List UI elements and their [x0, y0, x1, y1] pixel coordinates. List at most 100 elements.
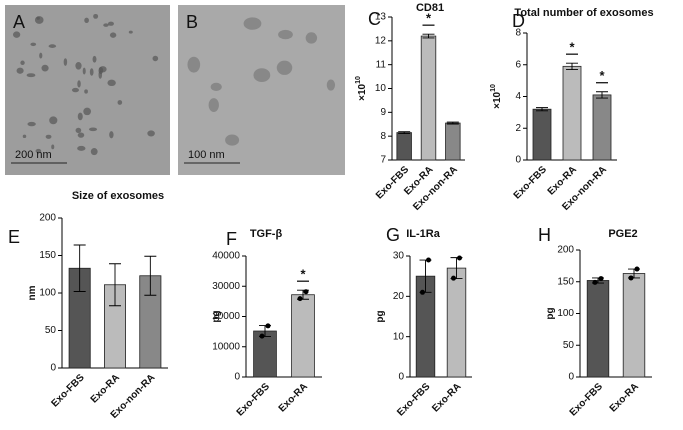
panel-letter: C: [368, 9, 381, 29]
y-axis-label: pg: [211, 310, 222, 322]
y-tick-label: 150: [557, 276, 574, 287]
vesicle: [84, 89, 88, 94]
vesicle: [326, 79, 336, 91]
panel-letter: G: [386, 225, 400, 245]
y-tick-label: 13: [375, 12, 387, 23]
panel-letter: A: [13, 12, 25, 32]
vesicle: [77, 80, 81, 88]
panel-letter: H: [538, 225, 551, 245]
vesicle: [117, 100, 123, 105]
data-point: [592, 279, 598, 285]
vesicle: [51, 144, 55, 150]
data-point: [426, 257, 431, 263]
x-tick-label: Exo-FBS: [395, 381, 432, 418]
vesicle: [99, 66, 107, 73]
y-axis-label: pg: [375, 310, 386, 322]
bar: [420, 35, 437, 161]
y-label-exponent: 10: [490, 84, 497, 92]
y-label-text: nm: [27, 285, 38, 300]
chart-title: Total number of exosomes: [514, 7, 653, 19]
vesicle: [36, 16, 40, 20]
y-tick-label: 30000: [212, 281, 240, 292]
y-tick-label: 7: [380, 155, 386, 166]
y-tick-label: 10000: [212, 341, 240, 352]
y-label-text: ×10: [492, 91, 503, 108]
y-label-text: pg: [211, 310, 222, 322]
y-tick-label: 20: [393, 291, 405, 302]
vesicle: [152, 55, 159, 62]
bar: [586, 280, 610, 378]
vesicle: [90, 148, 98, 156]
y-tick-label: 40000: [212, 251, 240, 262]
vesicle: [109, 32, 117, 38]
vesicle: [243, 17, 262, 30]
chart-title: PGE2: [608, 228, 637, 240]
vesicle: [83, 107, 92, 116]
error-bar: [422, 33, 435, 39]
data-point: [451, 275, 456, 281]
vesicle: [30, 42, 37, 47]
y-tick-label: 0: [515, 155, 521, 166]
vesicle: [103, 23, 109, 27]
data-point: [628, 275, 634, 281]
vesicle: [208, 98, 219, 113]
data-point: [259, 333, 265, 339]
vesicle: [305, 32, 318, 44]
y-label-exponent: 10: [355, 76, 362, 84]
vesicle: [77, 132, 85, 138]
panel-letter: B: [186, 12, 198, 32]
data-point: [457, 255, 462, 261]
y-tick-label: 20000: [212, 311, 240, 322]
vesicle: [276, 60, 293, 75]
data-point: [297, 296, 303, 302]
vesicle: [39, 52, 43, 59]
vesicle: [77, 145, 86, 151]
y-tick-label: 150: [39, 250, 56, 261]
scale-bar-label: 100 nm: [188, 149, 225, 161]
chart-title: TGF-β: [250, 228, 283, 240]
vesicle: [98, 70, 103, 79]
y-tick-label: 0: [234, 372, 240, 383]
vesicle: [82, 67, 86, 75]
x-tick-label: Exo-RA: [89, 372, 122, 405]
vesicle: [88, 127, 98, 132]
significance-mark: *: [599, 68, 605, 83]
error-bar: [536, 107, 548, 112]
scale-bar-label: 200 nm: [15, 149, 52, 161]
data-point: [303, 289, 309, 295]
vesicle: [107, 79, 116, 87]
error-bar: [73, 244, 86, 292]
data-point: [420, 289, 425, 295]
y-tick-label: 9: [380, 107, 386, 118]
vesicle: [41, 64, 49, 72]
y-axis-label: pg: [545, 307, 556, 319]
error-bar: [446, 121, 459, 125]
bar: [622, 273, 646, 378]
y-axis-label: ×1010: [490, 84, 503, 109]
x-tick-label: Exo-FBS: [568, 381, 605, 418]
x-tick-label: Exo-FBS: [374, 164, 411, 201]
significance-mark: *: [569, 40, 575, 55]
y-tick-label: 10: [393, 331, 405, 342]
error-bar: [398, 131, 411, 134]
y-tick-label: 0: [398, 372, 404, 383]
bar: [592, 94, 612, 161]
y-tick-label: 2: [515, 123, 521, 134]
y-tick-label: 100: [557, 308, 574, 319]
y-tick-label: 12: [375, 35, 387, 46]
vesicle: [16, 67, 24, 74]
data-point: [265, 323, 271, 329]
y-tick-label: 4: [515, 91, 521, 102]
vesicle: [253, 68, 271, 83]
y-axis-label: ×1010: [355, 76, 368, 101]
y-tick-label: 0: [568, 372, 574, 383]
vesicle: [147, 130, 155, 137]
panel-letter: E: [8, 227, 20, 247]
vesicle: [27, 121, 36, 127]
x-tick-label: Exo-FBS: [49, 372, 86, 409]
chart-title: Size of exosomes: [72, 190, 164, 202]
significance-mark: *: [300, 267, 306, 282]
vesicle: [48, 44, 57, 48]
bar: [253, 330, 277, 378]
